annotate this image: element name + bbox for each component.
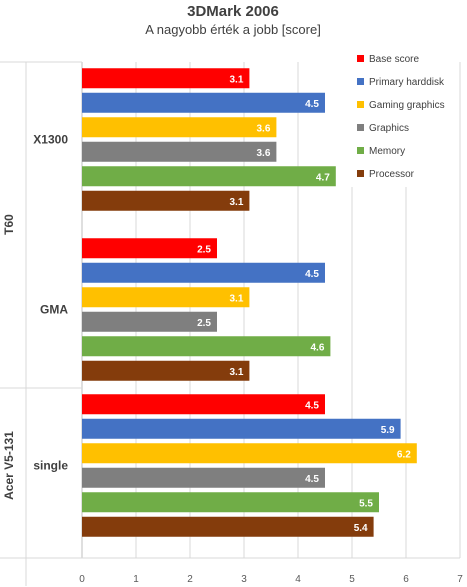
data-label: 6.2 xyxy=(397,449,411,460)
chart-subtitle: A nagyobb érték a jobb [score] xyxy=(145,22,321,37)
data-label: 3.1 xyxy=(229,367,243,378)
bar xyxy=(82,443,417,464)
x-tick-label: 6 xyxy=(403,574,409,585)
group-label: Acer V5-131 xyxy=(2,431,16,500)
data-label: 2.5 xyxy=(197,318,211,329)
bar xyxy=(82,516,374,537)
bar xyxy=(82,68,250,89)
data-label: 5.9 xyxy=(381,425,395,436)
x-tick-label: 2 xyxy=(187,574,193,585)
bar xyxy=(82,336,331,357)
x-tick-label: 7 xyxy=(457,574,463,585)
legend-swatch xyxy=(357,170,364,177)
legend-swatch xyxy=(357,101,364,108)
data-label: 4.5 xyxy=(305,400,319,411)
legend-swatch xyxy=(357,55,364,62)
bar xyxy=(82,262,325,283)
legend-label: Memory xyxy=(369,146,405,157)
category-label: single xyxy=(33,459,68,473)
legend-label: Processor xyxy=(369,169,415,180)
bar xyxy=(82,141,277,162)
legend-label: Base score xyxy=(369,54,419,65)
data-label: 3.6 xyxy=(256,123,270,134)
legend-swatch xyxy=(357,124,364,131)
legend-swatch xyxy=(357,78,364,85)
data-label: 4.5 xyxy=(305,474,319,485)
bar xyxy=(82,394,325,415)
data-label: 4.7 xyxy=(316,172,330,183)
x-tick-label: 0 xyxy=(79,574,85,585)
x-tick-label: 4 xyxy=(295,574,301,585)
bar xyxy=(82,360,250,381)
bars: 3.1 4.5 3.6 3.6 4.7 3.1 2.5 4.5 3.1 2.5 4.6 3.1 4.5 5… xyxy=(82,68,417,537)
data-label: 5.5 xyxy=(359,498,373,509)
data-label: 3.1 xyxy=(229,197,243,208)
bar xyxy=(82,238,217,259)
bar xyxy=(82,166,336,187)
group-label: T60 xyxy=(2,214,16,235)
data-label: 4.5 xyxy=(305,99,319,110)
chart-title: 3DMark 2006 xyxy=(187,3,279,20)
bar xyxy=(82,287,250,308)
bar xyxy=(82,117,277,138)
legend-label: Primary harddisk xyxy=(369,77,445,88)
x-tick-label: 5 xyxy=(349,574,355,585)
legend: Base score Primary harddisk Gaming graphic… xyxy=(351,45,457,187)
bar xyxy=(82,92,325,113)
data-label: 5.4 xyxy=(354,523,368,534)
legend-swatch xyxy=(357,147,364,154)
data-label: 2.5 xyxy=(197,244,211,255)
bar xyxy=(82,311,217,332)
category-labels: X1300 GMA T60 single Acer V5-131 xyxy=(2,133,68,500)
bar xyxy=(82,492,379,513)
category-label: GMA xyxy=(40,303,68,317)
data-label: 3.6 xyxy=(256,148,270,159)
legend-label: Gaming graphics xyxy=(369,100,445,111)
x-tick-label: 3 xyxy=(241,574,247,585)
data-label: 3.1 xyxy=(229,293,243,304)
bar xyxy=(82,418,401,439)
legend-label: Graphics xyxy=(369,123,409,134)
category-label: X1300 xyxy=(33,133,68,147)
data-label: 3.1 xyxy=(229,74,243,85)
bar xyxy=(82,190,250,211)
legend-box xyxy=(351,45,457,187)
data-label: 4.5 xyxy=(305,269,319,280)
data-label: 4.6 xyxy=(310,342,324,353)
x-tick-label: 1 xyxy=(133,574,139,585)
bar xyxy=(82,467,325,488)
